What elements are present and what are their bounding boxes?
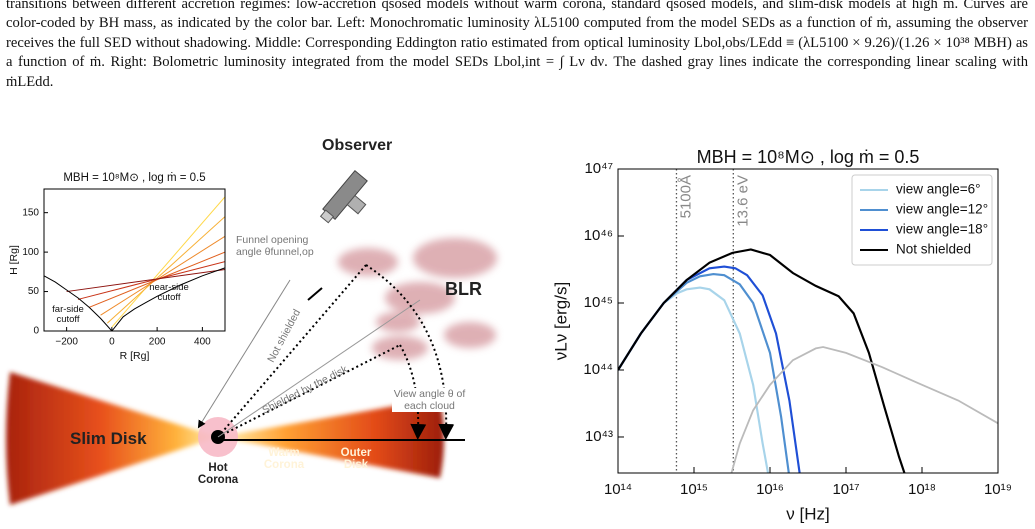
chart: 10¹⁴ 10¹⁵ 10¹⁶ 10¹⁷ 10¹⁸ 10¹⁹ 10⁴³ 10⁴⁴ 10⁴⁵ 10⁴⁶… xyxy=(551,147,1012,524)
hot-corona-label: Hot Corona xyxy=(197,462,239,486)
sightline xyxy=(197,279,291,429)
y-tick-label: 150 xyxy=(22,207,39,218)
sightline xyxy=(217,344,401,438)
plot-content xyxy=(618,169,998,473)
x-tick-label: 200 xyxy=(149,337,166,348)
plot-content xyxy=(44,196,225,331)
series-line xyxy=(100,235,225,316)
outer-disk-label: Outer Disk xyxy=(340,447,372,471)
sightline xyxy=(217,264,367,438)
warm-corona-label: Warm Corona xyxy=(263,447,305,471)
series-line xyxy=(77,261,225,300)
series-line xyxy=(618,248,906,473)
funnel-mark xyxy=(307,287,323,301)
chart-title: MBH = 10⁸M⊙ , log ṁ = 0.5 xyxy=(63,172,205,184)
x-tick-label: 10¹⁷ xyxy=(832,481,859,498)
x-tick-label: 10¹⁴ xyxy=(604,481,632,498)
slim-disk-label: Slim Disk xyxy=(70,429,147,448)
funnel-label: Funnel opening angle θfunnel,op xyxy=(236,234,314,258)
plot-area xyxy=(44,189,225,331)
plot-frame xyxy=(43,188,226,332)
annotation: near-side cutoff xyxy=(149,282,189,303)
series-line xyxy=(44,267,225,331)
annotation: far-side cutoff xyxy=(52,304,84,325)
y-tick-label: 10⁴⁷ xyxy=(584,160,613,177)
plot-frame xyxy=(617,168,999,474)
legend-box xyxy=(851,174,993,266)
series-line xyxy=(730,346,998,473)
legend-label: view angle=18° xyxy=(896,222,988,237)
y-tick-label: 10⁴⁴ xyxy=(583,361,613,378)
y-axis-label: H [Rg] xyxy=(8,245,20,275)
chart-title: MBH = 10⁸M⊙ , log ṁ = 0.5 xyxy=(697,147,920,167)
x-axis-label: R [Rg] xyxy=(120,350,150,362)
x-tick-label: −200 xyxy=(55,337,78,348)
x-tick-label: 0 xyxy=(109,337,115,348)
x-axis-label: ν [Hz] xyxy=(786,504,829,523)
disk-right xyxy=(218,398,444,478)
y-tick-label: 50 xyxy=(28,286,40,297)
legend-label: view angle=12° xyxy=(896,202,988,217)
observer-label: Observer xyxy=(322,137,393,154)
angle-arc xyxy=(399,344,427,440)
y-axis-label: νLν [erg/s] xyxy=(551,282,570,360)
legend: view angle=6° view angle=12° view angle=18… xyxy=(851,174,993,266)
view-angle-label: View angle θ of each cloud xyxy=(392,388,467,412)
x-tick-label: 400 xyxy=(194,337,211,348)
y-tick-label: 0 xyxy=(33,326,39,337)
x-tick-label: 10¹⁹ xyxy=(984,481,1012,498)
clouds xyxy=(338,238,497,360)
blr-label: BLR xyxy=(445,279,482,299)
caption: transitions between different accretion … xyxy=(6,0,1028,90)
series-line xyxy=(107,216,225,324)
y-tick-label: 10⁴³ xyxy=(585,428,613,445)
x-tick-label: 10¹⁵ xyxy=(680,481,708,498)
chart: −200 0 200 400 0 50 100 150 MBH = 10⁸M⊙ , log ṁ … xyxy=(8,172,226,362)
y-tick-label: 10⁴⁵ xyxy=(584,294,613,311)
sightline xyxy=(217,299,421,438)
series-line xyxy=(89,251,225,308)
legend-label: Not shielded xyxy=(896,242,971,257)
legend-label: view angle=6° xyxy=(896,182,981,197)
x-tick-label: 10¹⁶ xyxy=(756,481,784,498)
x-tick-label: 10¹⁸ xyxy=(908,481,936,498)
telescope xyxy=(319,170,368,224)
series-line xyxy=(111,196,225,328)
y-tick-label: 100 xyxy=(22,247,39,258)
reference-label: 13.6 eV xyxy=(734,175,751,227)
disk-left xyxy=(6,372,218,505)
series-line xyxy=(66,268,225,293)
y-tick-label: 10⁴⁶ xyxy=(584,227,613,244)
reference-label: 5100Å xyxy=(677,175,694,218)
